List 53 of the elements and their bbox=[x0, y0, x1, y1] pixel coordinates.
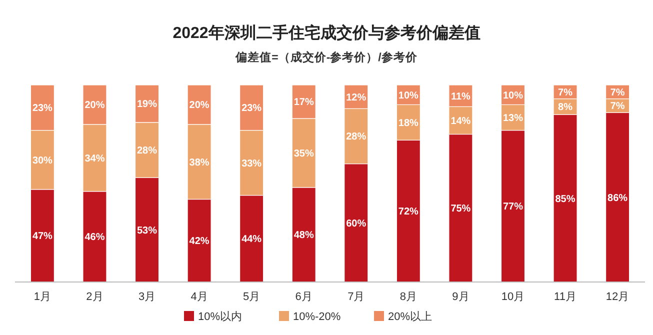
chart-title: 2022年深圳二手住宅成交价与参考价偏差值 bbox=[172, 23, 480, 42]
data-label: 8% bbox=[558, 102, 573, 114]
data-label: 75% bbox=[450, 204, 471, 215]
data-label: 53% bbox=[137, 225, 158, 236]
legend-label: 20%以上 bbox=[388, 310, 432, 323]
data-label: 23% bbox=[32, 103, 53, 114]
data-label: 60% bbox=[346, 218, 366, 230]
data-label: 18% bbox=[398, 118, 419, 129]
x-tick-label: 6月 bbox=[295, 291, 312, 303]
data-label: 86% bbox=[608, 192, 628, 204]
x-tick-label: 8月 bbox=[400, 291, 417, 303]
x-tick-label: 10月 bbox=[501, 291, 525, 303]
data-label: 46% bbox=[84, 232, 105, 244]
x-tick-label: 2月 bbox=[86, 291, 104, 303]
data-label: 7% bbox=[610, 87, 625, 98]
data-label: 28% bbox=[137, 146, 158, 157]
data-label: 20% bbox=[189, 100, 210, 112]
data-label: 33% bbox=[242, 158, 262, 170]
data-label: 48% bbox=[294, 230, 314, 242]
x-tick-label: 9月 bbox=[452, 291, 470, 303]
x-tick-label: 7月 bbox=[348, 291, 365, 303]
data-label: 12% bbox=[346, 92, 366, 104]
data-label: 72% bbox=[398, 206, 419, 218]
data-label: 38% bbox=[189, 157, 210, 168]
data-label: 10% bbox=[502, 90, 524, 102]
legend-label: 10%以内 bbox=[198, 310, 242, 323]
x-tick-label: 4月 bbox=[190, 291, 208, 303]
legend-label: 10%-20% bbox=[293, 311, 341, 323]
data-label: 13% bbox=[502, 113, 524, 124]
data-label: 30% bbox=[32, 155, 53, 166]
data-label: 35% bbox=[294, 148, 314, 160]
data-label: 7% bbox=[558, 87, 573, 98]
data-label: 20% bbox=[84, 100, 105, 112]
data-label: 11% bbox=[450, 91, 471, 102]
data-label: 19% bbox=[137, 99, 158, 110]
x-tick-label: 5月 bbox=[243, 291, 260, 303]
data-label: 34% bbox=[84, 153, 105, 164]
data-label: 23% bbox=[242, 103, 262, 114]
data-label: 42% bbox=[189, 236, 210, 248]
data-label: 7% bbox=[610, 101, 625, 112]
chart-subtitle: 偏差值=（成交价-参考价）/参考价 bbox=[234, 50, 418, 64]
x-tick-label: 1月 bbox=[34, 291, 52, 303]
x-tick-label: 12月 bbox=[606, 291, 630, 303]
data-label: 28% bbox=[346, 132, 366, 143]
data-label: 44% bbox=[242, 234, 262, 246]
data-label: 17% bbox=[294, 97, 314, 108]
x-tick-label: 3月 bbox=[138, 291, 156, 303]
data-label: 10% bbox=[398, 90, 419, 102]
data-label: 14% bbox=[450, 116, 471, 127]
data-label: 85% bbox=[555, 194, 576, 205]
x-tick-label: 11月 bbox=[554, 291, 576, 303]
data-label: 47% bbox=[32, 231, 53, 242]
data-label: 77% bbox=[502, 202, 524, 213]
